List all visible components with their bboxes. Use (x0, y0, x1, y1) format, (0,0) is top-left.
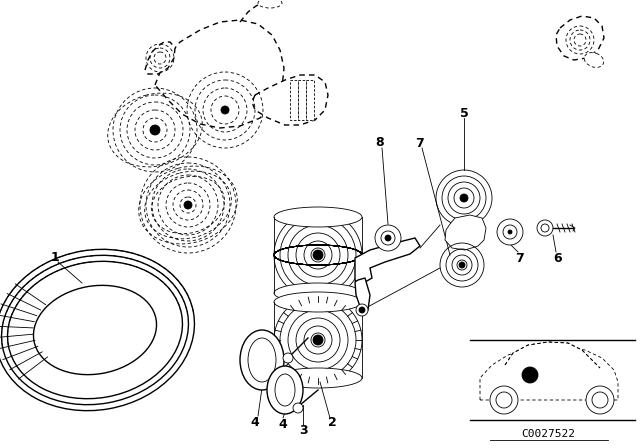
Text: 7: 7 (415, 137, 424, 150)
Circle shape (490, 386, 518, 414)
Polygon shape (556, 16, 604, 60)
Circle shape (537, 220, 553, 236)
Ellipse shape (258, 0, 282, 8)
Text: 7: 7 (515, 251, 524, 264)
Circle shape (283, 353, 293, 363)
Circle shape (459, 262, 465, 268)
Circle shape (460, 194, 468, 202)
Circle shape (150, 125, 160, 135)
Polygon shape (355, 238, 420, 285)
Circle shape (293, 403, 303, 413)
Ellipse shape (274, 292, 362, 312)
Circle shape (184, 201, 192, 209)
Ellipse shape (267, 366, 303, 414)
Polygon shape (355, 278, 370, 312)
Polygon shape (480, 346, 618, 400)
Circle shape (496, 392, 512, 408)
Circle shape (221, 106, 229, 114)
Text: C0027522: C0027522 (521, 429, 575, 439)
Text: 6: 6 (554, 251, 563, 264)
Text: 3: 3 (299, 423, 307, 436)
Polygon shape (290, 80, 298, 120)
Ellipse shape (33, 285, 157, 375)
Circle shape (359, 307, 365, 313)
Text: 5: 5 (460, 107, 468, 120)
Polygon shape (298, 80, 306, 120)
Ellipse shape (274, 283, 362, 303)
Circle shape (356, 304, 368, 316)
Circle shape (586, 386, 614, 414)
Polygon shape (252, 75, 328, 125)
Ellipse shape (274, 368, 362, 388)
Circle shape (385, 235, 391, 241)
Text: 4: 4 (251, 415, 259, 428)
Polygon shape (445, 215, 486, 250)
Ellipse shape (584, 52, 604, 67)
Text: 8: 8 (376, 135, 384, 148)
Circle shape (313, 335, 323, 345)
Ellipse shape (240, 330, 284, 390)
Text: 1: 1 (51, 250, 60, 263)
Circle shape (375, 225, 401, 251)
Polygon shape (155, 20, 284, 128)
Circle shape (313, 250, 323, 260)
Polygon shape (505, 342, 600, 368)
Text: 2: 2 (328, 415, 337, 428)
Text: 4: 4 (278, 418, 287, 431)
Circle shape (522, 367, 538, 383)
Polygon shape (145, 42, 175, 74)
Circle shape (592, 392, 608, 408)
Circle shape (497, 219, 523, 245)
Ellipse shape (274, 207, 362, 227)
Circle shape (508, 230, 512, 234)
Polygon shape (306, 80, 314, 120)
